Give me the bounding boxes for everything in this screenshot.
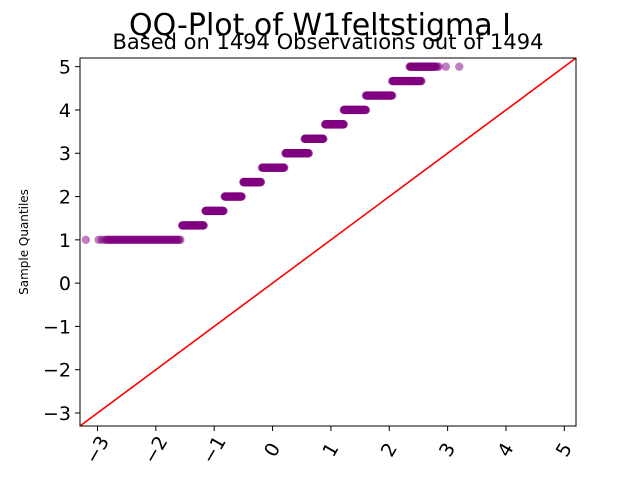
- x-tick-label: −2: [139, 432, 172, 467]
- reference-line: [80, 58, 576, 426]
- data-point: [176, 235, 185, 245]
- x-tick-label: 3: [435, 439, 460, 460]
- data-point: [219, 206, 228, 216]
- data-point: [455, 62, 464, 71]
- data-point: [339, 120, 348, 129]
- y-tick-label: −3: [43, 403, 71, 425]
- data-point: [319, 134, 328, 144]
- data-point: [280, 163, 289, 172]
- plot-frame: [79, 57, 577, 427]
- data-point: [441, 62, 451, 71]
- data-point: [81, 235, 91, 245]
- data-point: [199, 221, 208, 230]
- y-axis: −3 −2 −1 0 1 2 3 4 5: [43, 57, 80, 425]
- y-tick-label: 5: [59, 57, 71, 79]
- data-point: [237, 192, 246, 201]
- data-point: [256, 177, 266, 187]
- x-axis: −3 −2 −1 0 1 2 3 4 5: [81, 426, 577, 468]
- y-tick-label: −1: [43, 316, 71, 338]
- data-point: [361, 105, 371, 115]
- y-tick-label: 3: [59, 143, 71, 165]
- x-tick-label: −1: [198, 432, 231, 467]
- y-tick-label: 0: [59, 273, 71, 295]
- x-tick-label: 0: [260, 439, 285, 460]
- x-tick-label: 5: [552, 439, 577, 460]
- y-tick-label: −2: [43, 360, 71, 382]
- x-tick-label: 4: [493, 439, 518, 460]
- sample-points: [81, 62, 464, 245]
- data-point: [430, 62, 439, 71]
- chart-title: QQ-Plot of W1feltstigma I: [129, 8, 511, 43]
- x-tick-label: −3: [81, 432, 114, 467]
- data-point: [387, 91, 397, 100]
- y-tick-label: 4: [59, 100, 71, 122]
- y-tick-label: 2: [59, 187, 71, 209]
- y-tick-label: 1: [59, 230, 71, 252]
- x-tick-label: 1: [318, 439, 343, 460]
- data-point: [304, 149, 313, 158]
- chart-subtitle: Based on 1494 Observations out of 1494: [112, 30, 543, 54]
- x-tick-label: 2: [377, 439, 402, 460]
- y-axis-label: Sample Quantiles: [17, 189, 31, 295]
- data-point: [417, 76, 426, 86]
